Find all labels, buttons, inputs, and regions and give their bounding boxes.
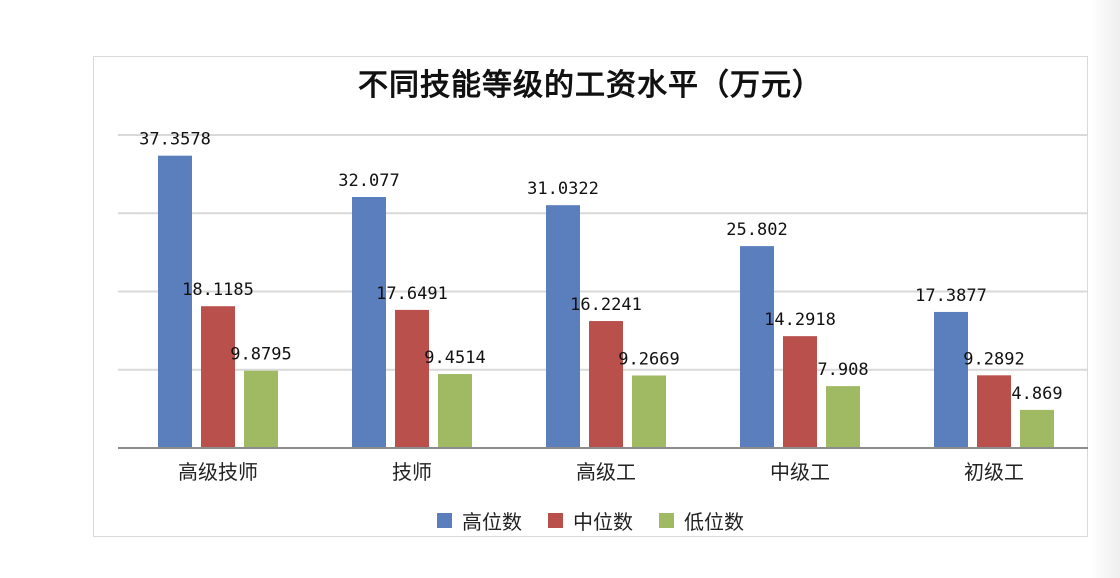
data-label-2-1: 16.2241 xyxy=(570,295,642,315)
legend-label-0: 高位数 xyxy=(462,510,522,534)
data-label-3-1: 14.2918 xyxy=(764,310,836,330)
data-label-0-0: 37.3578 xyxy=(139,130,211,150)
category-label-1: 技师 xyxy=(392,460,432,484)
category-label-0: 高级技师 xyxy=(178,460,258,484)
bar-3-0 xyxy=(740,246,774,448)
data-label-2-2: 9.2669 xyxy=(618,349,679,369)
legend-item-2: 低位数 xyxy=(659,506,744,535)
bar-2-0 xyxy=(546,205,580,448)
legend-swatch-0 xyxy=(437,513,452,528)
legend-item-0: 高位数 xyxy=(437,506,522,535)
legend-swatch-2 xyxy=(659,513,674,528)
bar-0-0 xyxy=(158,155,192,448)
bar-2-1 xyxy=(589,321,623,448)
bar-0-1 xyxy=(201,306,235,448)
chart-title: 不同技能等级的工资水平（万元） xyxy=(358,68,823,103)
page-edge-shade xyxy=(1090,0,1120,578)
category-label-4: 初级工 xyxy=(964,460,1024,484)
data-label-4-2: 4.869 xyxy=(1011,384,1062,404)
data-label-2-0: 31.0322 xyxy=(527,179,599,199)
data-label-4-0: 17.3877 xyxy=(915,286,987,306)
bar-4-0 xyxy=(934,311,968,448)
chart-legend: 高位数 中位数 低位数 xyxy=(93,506,1088,535)
bar-4-2 xyxy=(1020,409,1054,448)
data-label-0-2: 9.8795 xyxy=(230,345,291,365)
data-label-3-2: 7.908 xyxy=(817,360,868,380)
data-label-1-1: 17.6491 xyxy=(376,284,448,304)
legend-swatch-1 xyxy=(548,513,563,528)
data-label-0-1: 18.1185 xyxy=(182,280,254,300)
bar-4-1 xyxy=(977,375,1011,448)
data-label-4-1: 9.2892 xyxy=(963,349,1024,369)
bar-3-2 xyxy=(826,386,860,448)
bar-3-1 xyxy=(783,336,817,448)
legend-label-1: 中位数 xyxy=(573,510,633,534)
bar-1-2 xyxy=(438,374,472,448)
data-label-1-0: 32.077 xyxy=(338,171,399,191)
category-label-2: 高级工 xyxy=(576,460,636,484)
legend-item-1: 中位数 xyxy=(548,506,633,535)
bar-0-2 xyxy=(244,370,278,448)
bar-2-2 xyxy=(632,375,666,448)
bar-1-1 xyxy=(395,309,429,448)
data-label-1-2: 9.4514 xyxy=(424,348,485,368)
legend-label-2: 低位数 xyxy=(684,510,744,534)
data-label-3-0: 25.802 xyxy=(726,220,787,240)
bar-1-0 xyxy=(352,196,386,448)
category-label-3: 中级工 xyxy=(770,460,830,484)
chart-frame xyxy=(93,56,1088,537)
